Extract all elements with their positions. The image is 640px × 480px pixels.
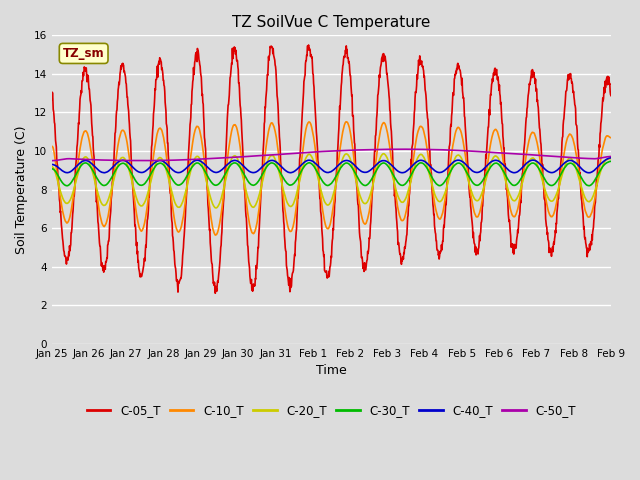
C-10_T — [211, 232, 219, 238]
C-20_T — [48, 164, 56, 169]
C-50_T — [419, 146, 427, 152]
C-30_T — [418, 160, 426, 166]
C-40_T — [585, 170, 593, 176]
C-50_T — [607, 154, 615, 159]
Line: C-50_T: C-50_T — [52, 149, 611, 161]
C-30_T — [607, 158, 615, 164]
C-10_T — [235, 136, 243, 142]
Line: C-05_T: C-05_T — [52, 45, 611, 293]
C-50_T — [541, 153, 549, 159]
C-05_T — [541, 204, 549, 209]
C-05_T — [419, 63, 427, 69]
C-50_T — [492, 150, 500, 156]
C-30_T — [235, 163, 243, 168]
C-20_T — [172, 202, 180, 208]
C-30_T — [172, 181, 180, 187]
C-10_T — [159, 130, 166, 136]
Line: C-40_T: C-40_T — [52, 158, 611, 173]
C-30_T — [586, 183, 593, 189]
C-30_T — [492, 160, 499, 166]
C-40_T — [418, 157, 426, 163]
C-05_T — [305, 42, 312, 48]
C-40_T — [48, 162, 56, 168]
C-10_T — [607, 135, 615, 141]
C-50_T — [159, 157, 166, 163]
C-05_T — [48, 89, 56, 95]
C-05_T — [492, 72, 500, 78]
C-20_T — [159, 157, 166, 163]
C-50_T — [235, 154, 243, 160]
C-10_T — [492, 127, 500, 132]
C-05_T — [211, 290, 219, 296]
C-20_T — [419, 153, 427, 158]
C-50_T — [48, 158, 56, 164]
C-10_T — [541, 193, 549, 199]
C-50_T — [394, 146, 401, 152]
C-05_T — [235, 80, 243, 86]
C-40_T — [607, 155, 615, 161]
C-30_T — [159, 161, 166, 167]
Y-axis label: Soil Temperature (C): Soil Temperature (C) — [15, 125, 28, 254]
Title: TZ SoilVue C Temperature: TZ SoilVue C Temperature — [232, 15, 431, 30]
C-20_T — [541, 188, 549, 193]
C-40_T — [172, 169, 180, 175]
Line: C-10_T: C-10_T — [52, 122, 611, 235]
C-20_T — [235, 160, 243, 166]
C-30_T — [48, 166, 56, 172]
C-20_T — [607, 156, 615, 161]
X-axis label: Time: Time — [316, 364, 347, 377]
C-30_T — [541, 176, 548, 182]
C-10_T — [172, 225, 180, 230]
C-20_T — [380, 151, 387, 156]
C-40_T — [235, 159, 243, 165]
C-20_T — [492, 153, 500, 159]
C-05_T — [159, 68, 166, 73]
Text: TZ_sm: TZ_sm — [63, 47, 104, 60]
Line: C-20_T: C-20_T — [52, 154, 611, 208]
C-05_T — [607, 93, 615, 98]
Line: C-30_T: C-30_T — [52, 161, 611, 186]
C-10_T — [419, 125, 427, 131]
C-40_T — [492, 157, 499, 163]
C-20_T — [212, 205, 220, 211]
C-40_T — [541, 166, 548, 171]
C-10_T — [342, 119, 350, 125]
C-05_T — [172, 271, 180, 276]
C-40_T — [159, 158, 166, 164]
C-10_T — [48, 144, 56, 149]
C-50_T — [48, 158, 56, 164]
Legend: C-05_T, C-10_T, C-20_T, C-30_T, C-40_T, C-50_T: C-05_T, C-10_T, C-20_T, C-30_T, C-40_T, … — [82, 399, 580, 421]
C-50_T — [173, 157, 180, 163]
